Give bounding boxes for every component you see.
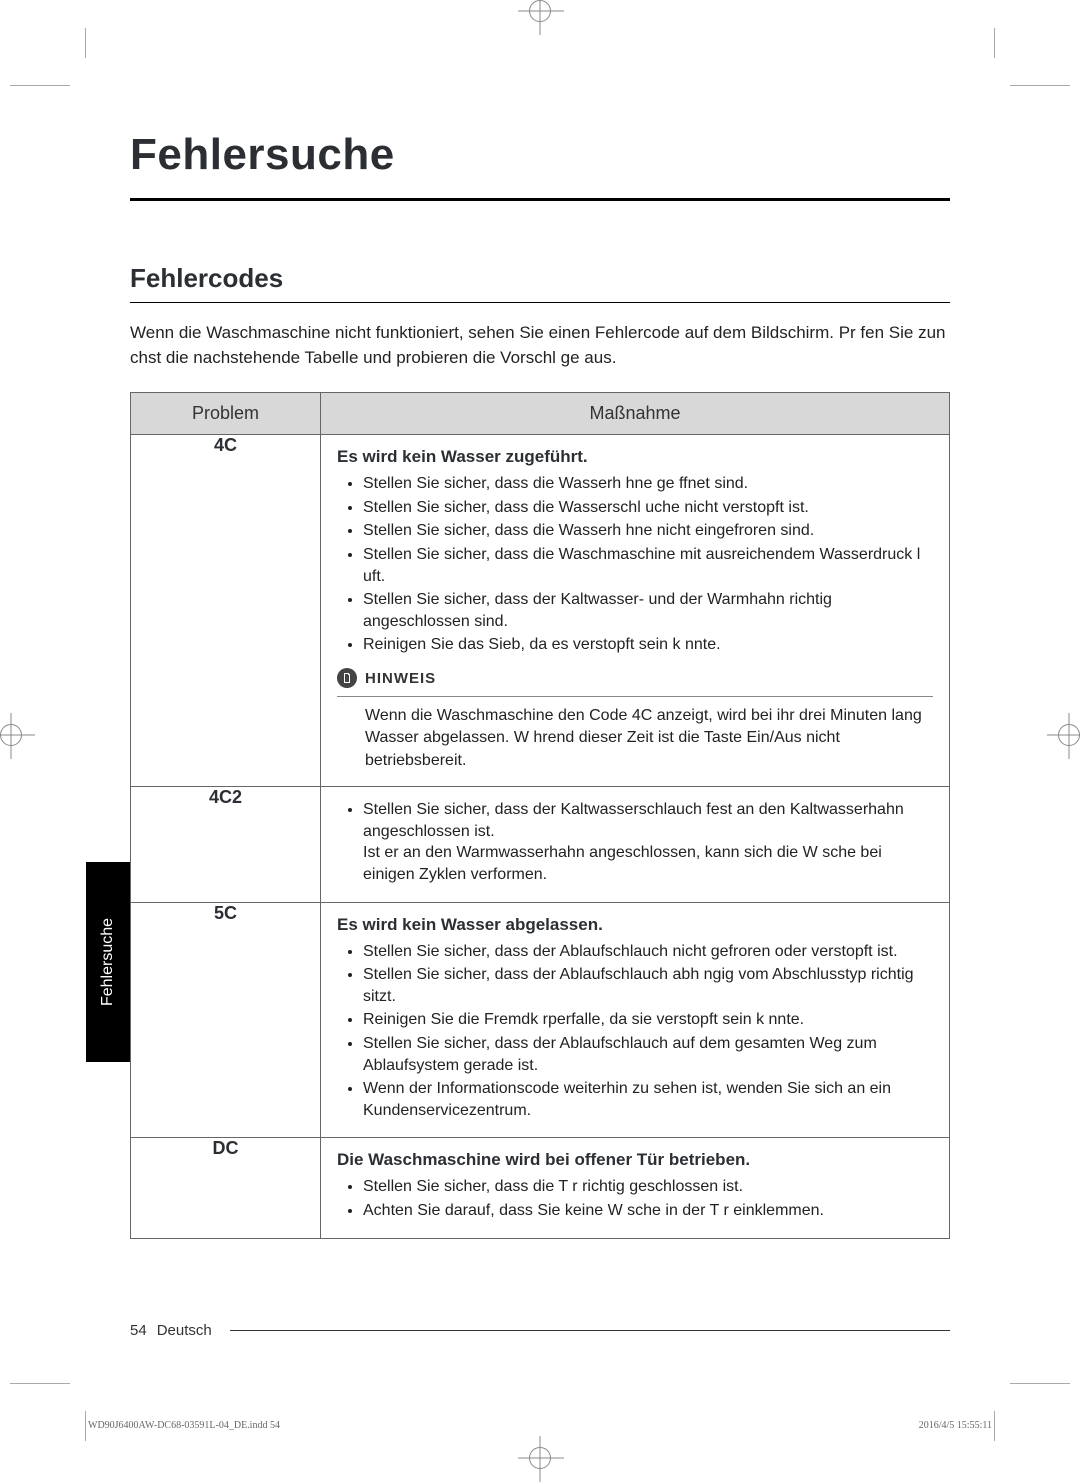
- action-list-item: Stellen Sie sicher, dass der Kaltwassers…: [363, 799, 933, 885]
- action-list-item: Stellen Sie sicher, dass die T r richtig…: [363, 1176, 933, 1198]
- action-list: Stellen Sie sicher, dass der Kaltwassers…: [337, 799, 933, 885]
- action-list: Stellen Sie sicher, dass der Ablaufschla…: [337, 941, 933, 1122]
- error-code-cell: DC: [131, 1138, 321, 1238]
- table-row: 5C Es wird kein Wasser abgelassen. Stellen…: [131, 902, 950, 1138]
- page-footer: 54 Deutsch: [130, 1322, 950, 1339]
- crop-tick: [85, 28, 86, 58]
- action-list-item: Stellen Sie sicher, dass der Ablaufschla…: [363, 964, 933, 1007]
- action-list-item: Stellen Sie sicher, dass der Ablaufschla…: [363, 941, 933, 963]
- action-list-item: Stellen Sie sicher, dass die Wasserh hne…: [363, 473, 933, 495]
- action-list: Stellen Sie sicher, dass die T r richtig…: [337, 1176, 933, 1221]
- action-cell: Es wird kein Wasser abgelassen. Stellen S…: [321, 902, 950, 1138]
- manual-page: Fehlersuche Fehlersuche Fehlercodes Wenn…: [0, 0, 1080, 1469]
- action-list-item: Achten Sie darauf, dass Sie keine W sche…: [363, 1200, 933, 1222]
- table-row: DC Die Waschmaschine wird bei offener Tür…: [131, 1138, 950, 1238]
- action-cell: Es wird kein Wasser zugeführt. Stellen Si…: [321, 435, 950, 787]
- print-imprint: WD90J6400AW-DC68-03591L-04_DE.indd 54 20…: [88, 1420, 992, 1431]
- error-code-cell: 4C: [131, 435, 321, 787]
- section-heading: Fehlercodes: [130, 263, 950, 303]
- footer-rule: [230, 1330, 950, 1331]
- column-header-action: Maßnahme: [321, 393, 950, 435]
- action-list-item: Stellen Sie sicher, dass der Ablaufschla…: [363, 1033, 933, 1076]
- action-list-item: Reinigen Sie das Sieb, da es verstopft s…: [363, 634, 933, 656]
- crop-tick: [1010, 85, 1070, 86]
- crop-tick: [10, 85, 70, 86]
- crop-tick: [994, 1411, 995, 1441]
- note-icon: [337, 668, 357, 688]
- note-body: Wenn die Waschmaschine den Code 4C anzei…: [337, 705, 933, 772]
- note-heading: HINWEIS: [337, 668, 933, 688]
- action-list-item: Stellen Sie sicher, dass der Kaltwasser-…: [363, 589, 933, 632]
- action-list: Stellen Sie sicher, dass die Wasserh hne…: [337, 473, 933, 656]
- action-title: Die Waschmaschine wird bei offener Tür b…: [337, 1150, 933, 1170]
- page-language: Deutsch: [157, 1322, 212, 1339]
- action-cell: Stellen Sie sicher, dass der Kaltwassers…: [321, 787, 950, 902]
- registration-mark-left: [0, 724, 22, 746]
- page-title: Fehlersuche: [130, 130, 950, 201]
- action-list-item: Stellen Sie sicher, dass die Wasserschl …: [363, 497, 933, 519]
- note-label: HINWEIS: [365, 670, 436, 687]
- imprint-file: WD90J6400AW-DC68-03591L-04_DE.indd 54: [88, 1420, 280, 1431]
- note-divider: [337, 696, 933, 697]
- crop-tick: [994, 28, 995, 58]
- column-header-problem: Problem: [131, 393, 321, 435]
- note-block: HINWEIS Wenn die Waschmaschine den Code 4…: [337, 668, 933, 772]
- chapter-side-tab-label: Fehlersuche: [99, 918, 117, 1006]
- registration-mark-bottom: [529, 1447, 551, 1469]
- action-list-item: Stellen Sie sicher, dass die Wasserh hne…: [363, 520, 933, 542]
- crop-tick: [85, 1411, 86, 1441]
- error-codes-table: Problem Maßnahme 4CEs wird kein Wasser z…: [130, 392, 950, 1238]
- registration-mark-right: [1058, 724, 1080, 746]
- table-row: 4C2 Stellen Sie sicher, dass der Kaltwass…: [131, 787, 950, 902]
- content-area: Fehlersuche Fehlersuche Fehlercodes Wenn…: [130, 130, 950, 1339]
- action-list-item: Wenn der Informationscode weiterhin zu s…: [363, 1078, 933, 1121]
- action-list-item: Stellen Sie sicher, dass die Waschmaschi…: [363, 544, 933, 587]
- error-code-cell: 4C2: [131, 787, 321, 902]
- chapter-side-tab: Fehlersuche: [86, 862, 130, 1062]
- section-intro: Wenn die Waschmaschine nicht funktionier…: [130, 321, 950, 370]
- crop-tick: [10, 1383, 70, 1384]
- action-title: Es wird kein Wasser zugeführt.: [337, 447, 933, 467]
- table-row: 4C Es wird kein Wasser zugeführt. Stellen …: [131, 435, 950, 787]
- action-list-item: Reinigen Sie die Fremdk rperfalle, da si…: [363, 1009, 933, 1031]
- action-cell: Die Waschmaschine wird bei offener Tür b…: [321, 1138, 950, 1238]
- page-number: 54: [130, 1322, 147, 1339]
- crop-tick: [1010, 1383, 1070, 1384]
- error-code-cell: 5C: [131, 902, 321, 1138]
- registration-mark-top: [529, 0, 551, 22]
- action-title: Es wird kein Wasser abgelassen.: [337, 915, 933, 935]
- imprint-timestamp: 2016/4/5 15:55:11: [919, 1420, 992, 1431]
